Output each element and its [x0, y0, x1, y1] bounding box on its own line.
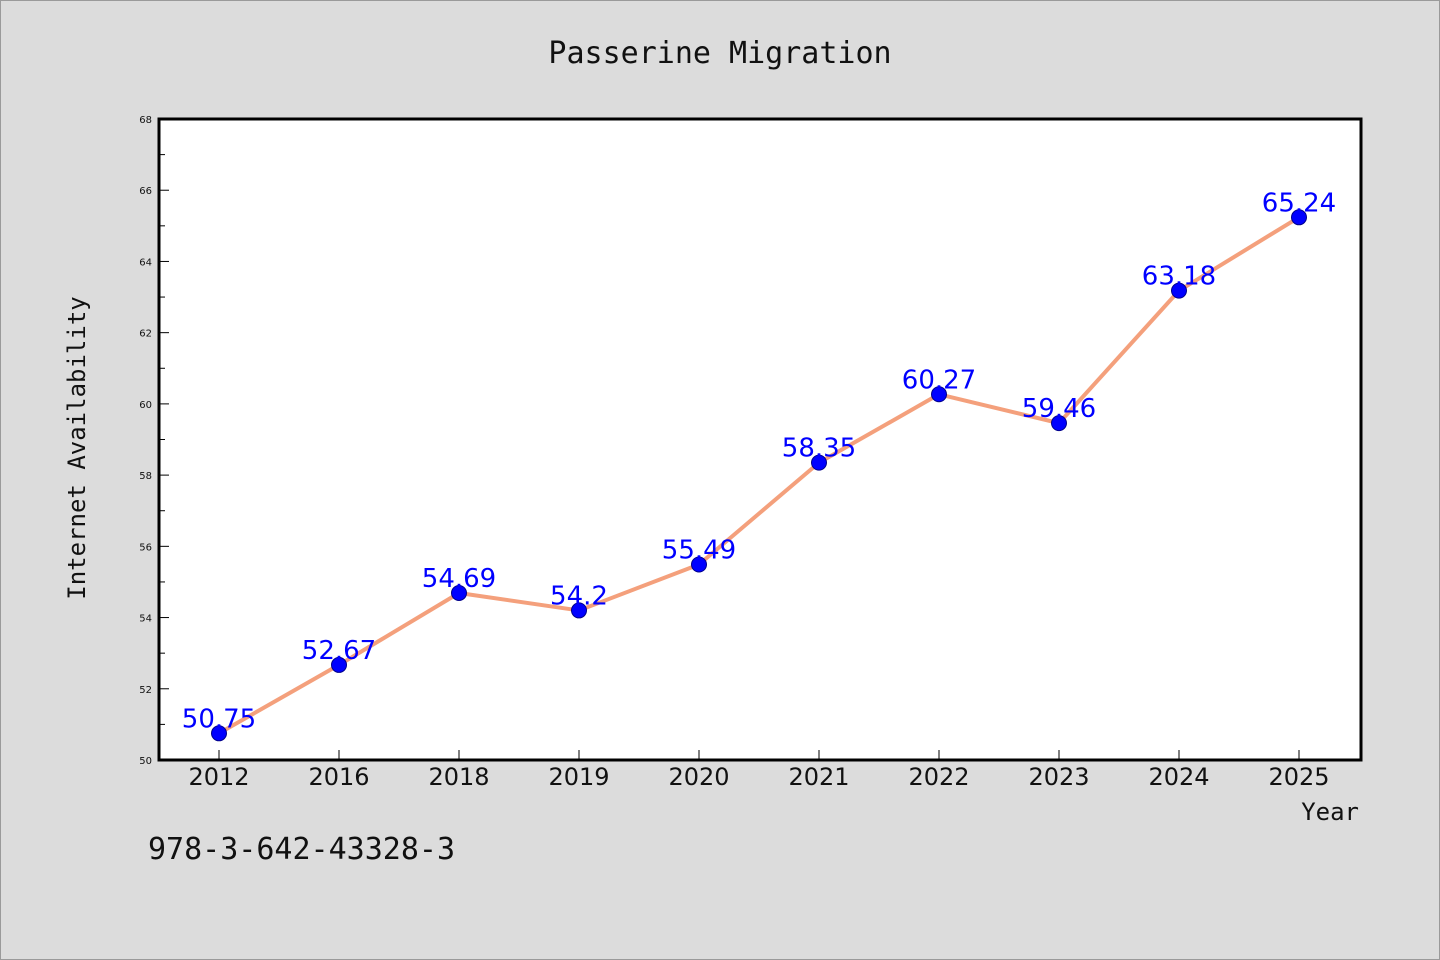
data-label: 60.27 — [902, 365, 976, 395]
series-layer: 50.75 52.67 54.69 54.2 55.49 58.35 60.27 59.46 6… — [182, 188, 1336, 742]
y-tick-label: 60 — [139, 400, 152, 411]
x-tick-label: 2025 — [1268, 763, 1329, 791]
y-tick-label: 68 — [139, 115, 152, 126]
data-point — [211, 725, 227, 742]
y-axis-label: Internet Availability — [63, 296, 91, 599]
y-tick-label: 64 — [139, 257, 152, 268]
data-label: 55.49 — [662, 535, 736, 565]
x-tick-label: 2020 — [668, 763, 729, 791]
x-tick-label: 2023 — [1028, 763, 1089, 791]
x-tick-label: 2019 — [548, 763, 609, 791]
y-tick-label: 58 — [139, 471, 152, 482]
x-tick-label: 2018 — [428, 763, 489, 791]
series-line — [218, 215, 1301, 736]
plot-frame — [157, 117, 1363, 762]
x-axis-label: Year — [1301, 798, 1359, 826]
footer-isbn-text: 978-3-642-43328-3 — [148, 832, 456, 867]
data-point — [931, 386, 947, 403]
data-point — [571, 602, 587, 619]
data-label: 58.35 — [782, 434, 856, 464]
data-label: 54.69 — [422, 564, 496, 594]
data-point — [691, 556, 707, 573]
y-tick-label: 50 — [139, 756, 152, 767]
y-tick-label: 54 — [139, 614, 152, 625]
data-point — [451, 584, 467, 601]
data-point — [1291, 209, 1307, 226]
data-label: 52.67 — [302, 636, 376, 666]
data-point — [1171, 282, 1187, 299]
y-tick-label: 66 — [139, 186, 152, 197]
data-label: 65.24 — [1262, 188, 1336, 218]
y-tick-label: 56 — [139, 542, 152, 553]
data-label: 54.2 — [550, 581, 608, 611]
data-point — [1051, 415, 1067, 432]
data-label: 63.18 — [1142, 262, 1216, 292]
data-label: 59.46 — [1022, 394, 1096, 424]
x-tick-label: 2021 — [788, 763, 849, 791]
y-tick-label: 52 — [139, 685, 152, 696]
x-tick-label: 2022 — [908, 763, 969, 791]
y-tick-label: 62 — [139, 329, 152, 340]
x-tick-label: 2016 — [308, 763, 369, 791]
x-tick-label: 2024 — [1148, 763, 1209, 791]
data-point — [811, 454, 827, 471]
chart-title: Passerine Migration — [548, 36, 891, 71]
data-label: 50.75 — [182, 704, 256, 734]
x-axis: 2012 2016 2018 2019 2020 2021 2022 2023 2024 2025 — [188, 750, 1330, 791]
x-tick-label: 2012 — [188, 763, 249, 791]
data-point — [331, 656, 347, 673]
